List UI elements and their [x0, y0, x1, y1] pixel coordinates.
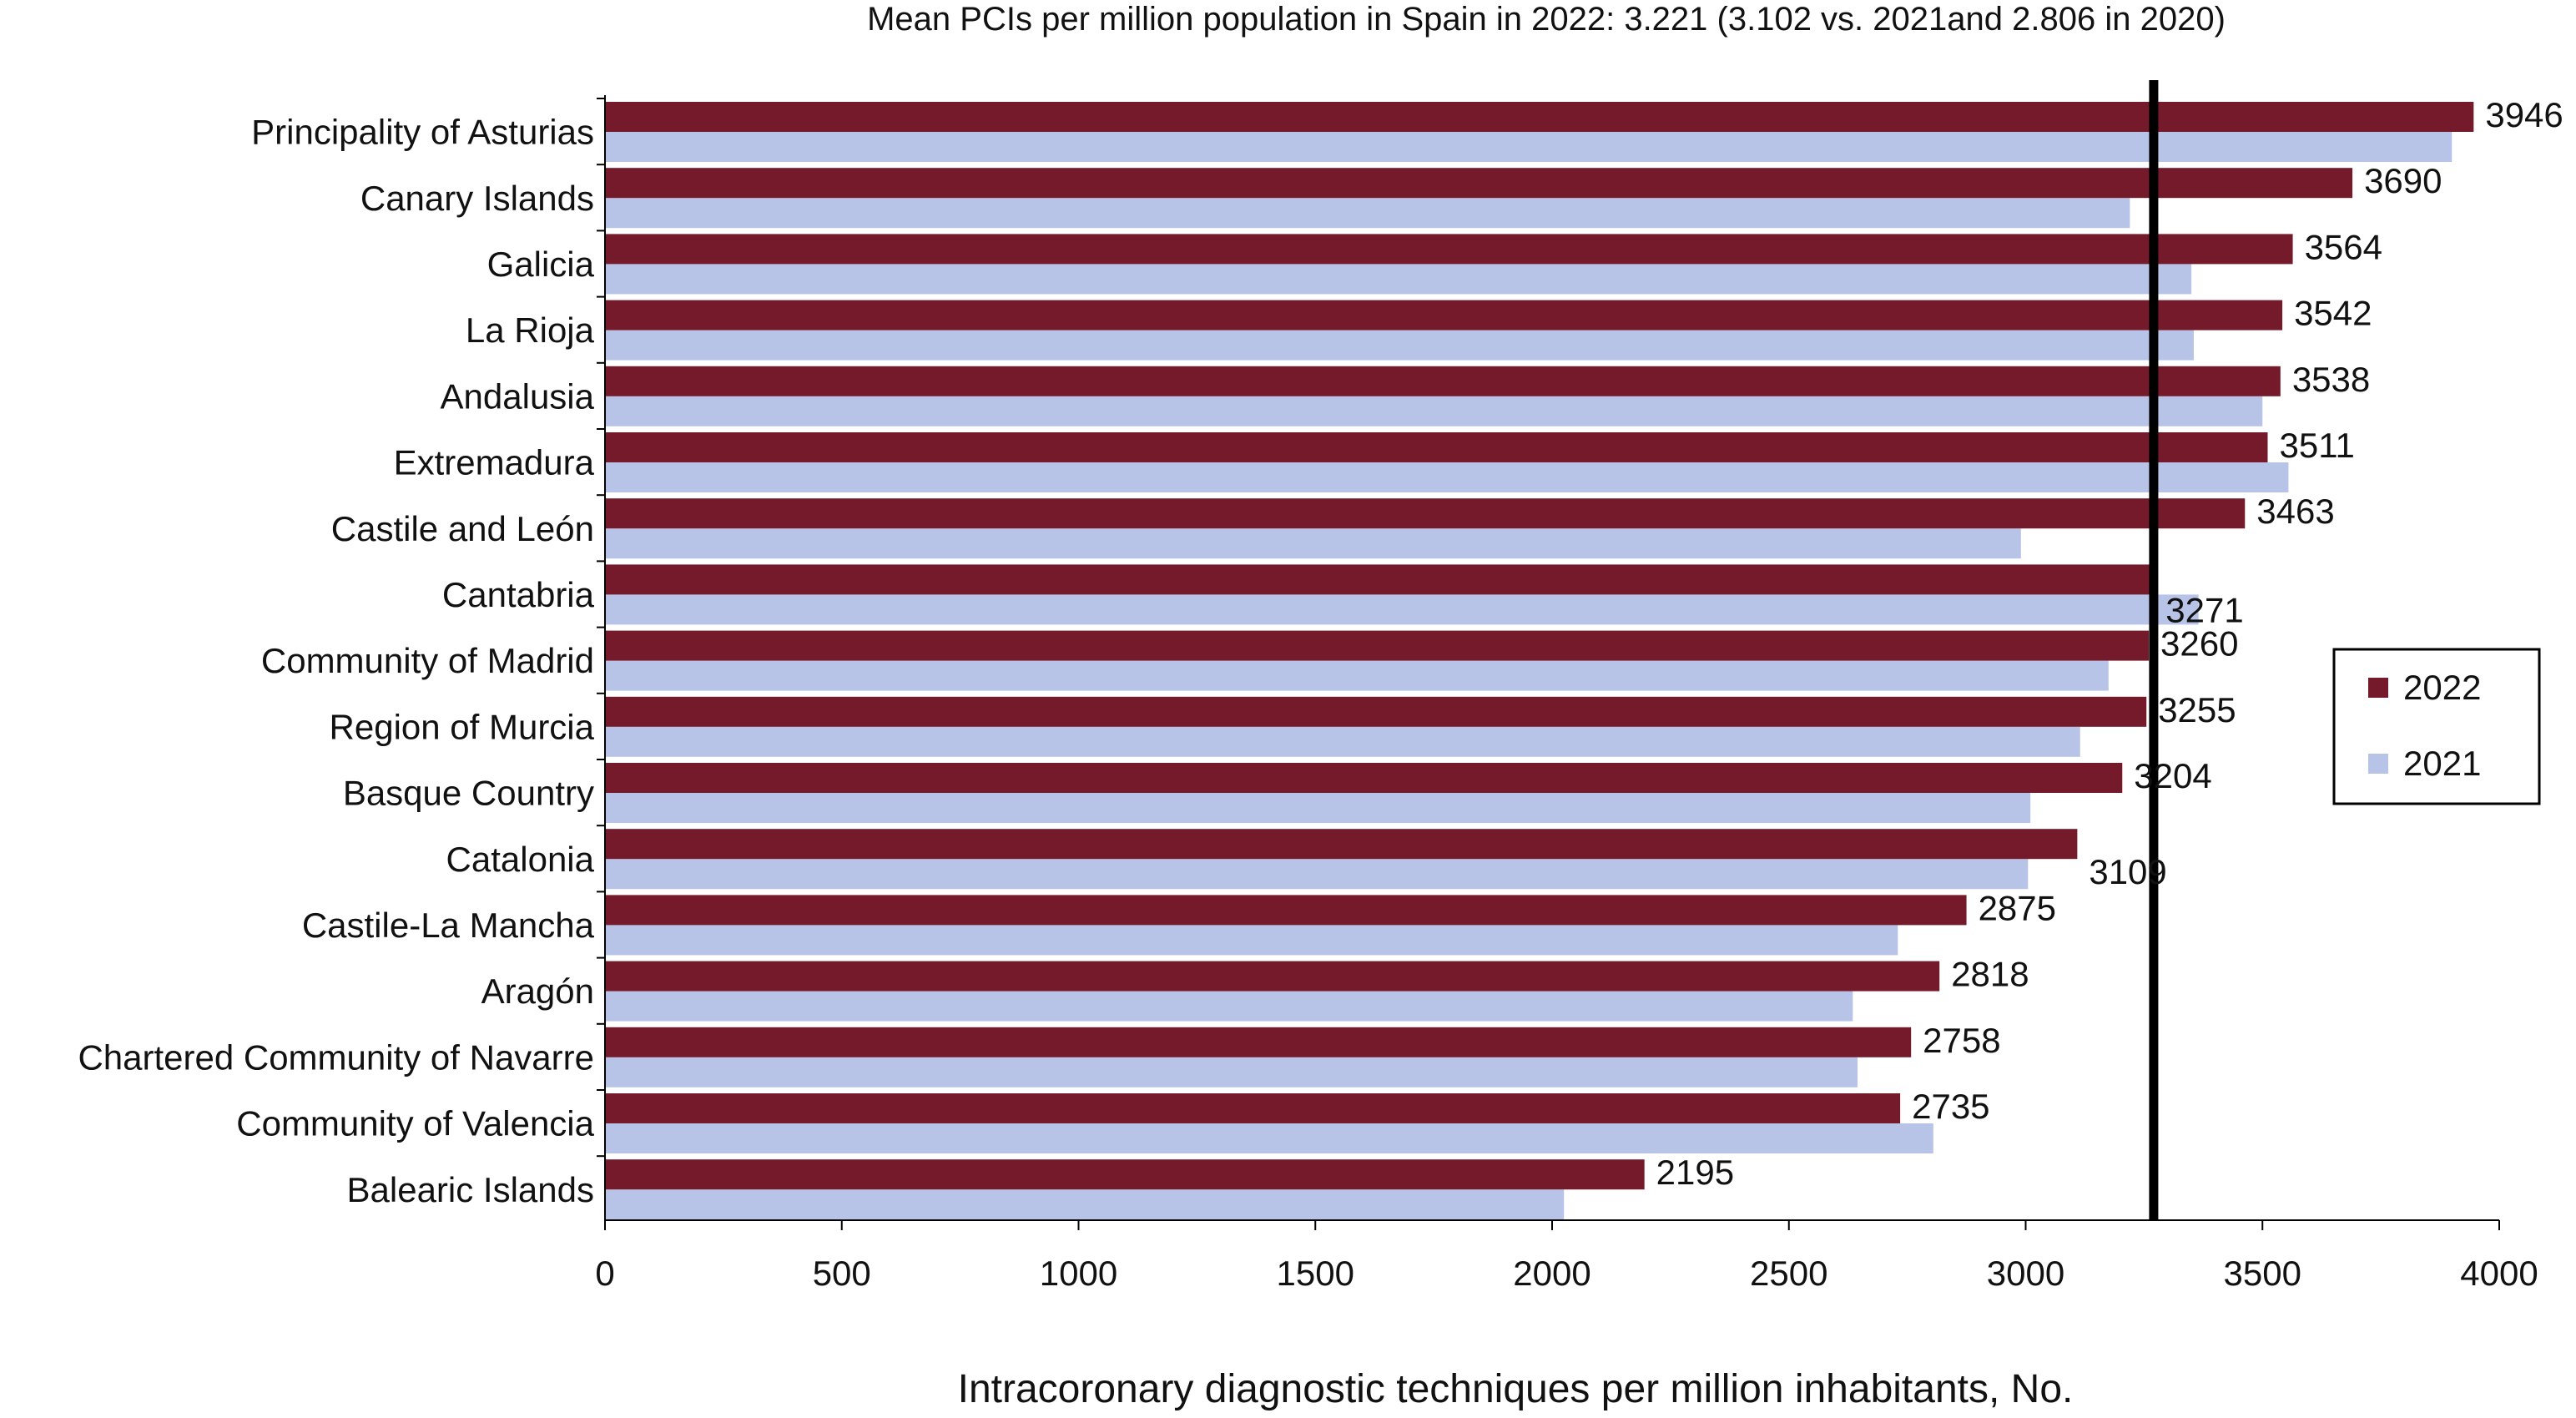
x-tick-label: 4000 [2460, 1254, 2538, 1293]
bar-2022 [605, 763, 2123, 793]
bar-2021 [605, 132, 2452, 162]
bar-2021 [605, 330, 2194, 361]
category-label: Catalonia [446, 840, 595, 879]
data-label: 2875 [1979, 888, 2056, 927]
legend-box [2332, 648, 2541, 805]
data-label: 2195 [1656, 1153, 1734, 1192]
bar-2022 [605, 829, 2078, 860]
x-tick-label: 2000 [1513, 1254, 1590, 1293]
data-label: 3260 [2160, 624, 2238, 664]
category-label: La Rioja [466, 310, 595, 350]
bar-2022 [605, 1159, 1645, 1190]
bar-2022 [605, 234, 2293, 265]
data-label: 3109 [2089, 852, 2166, 891]
category-label: Andalusia [441, 376, 595, 416]
bar-2021 [605, 1123, 1933, 1153]
category-label: Castile and León [331, 509, 594, 548]
category-label: Balearic Islands [347, 1170, 594, 1209]
bar-2022 [605, 366, 2281, 396]
data-label: 2758 [1923, 1021, 2000, 1060]
category-label: Aragón [481, 971, 594, 1011]
chart-title: Mean PCIs per million population in Spai… [867, 1, 2226, 38]
category-label: Extremadura [394, 443, 595, 482]
bar-2021 [605, 264, 2192, 295]
data-label: 3255 [2158, 690, 2236, 729]
data-label: 2735 [1912, 1087, 1989, 1126]
bar-2022 [605, 1093, 1901, 1123]
category-label: Cantabria [442, 575, 595, 614]
bar-2022 [605, 300, 2283, 331]
data-label: 3204 [2134, 756, 2211, 795]
bar-2022 [605, 895, 1967, 926]
bar-2021 [605, 462, 2289, 492]
labels: Principality of Asturias 3946 Canary Islan… [78, 95, 2563, 1209]
bar-2022 [605, 498, 2246, 529]
data-label: 3271 [2165, 590, 2243, 629]
axes: 0 500 1000 1500 2000 2500 3000 3500 4000 [595, 80, 2538, 1293]
x-tick-label: 2500 [1750, 1254, 1827, 1293]
bar-2021 [605, 1057, 1858, 1087]
bar-2021 [605, 793, 2031, 823]
data-label: 3690 [2364, 161, 2442, 200]
bar-2021 [605, 528, 2021, 559]
bars [605, 102, 2474, 1220]
x-tick-label: 500 [813, 1254, 871, 1293]
category-label: Castile-La Mancha [302, 906, 595, 945]
bar-2021 [605, 859, 2029, 890]
bar-2021 [605, 726, 2080, 757]
x-axis-label: Intracoronary diagnostic techniques per … [958, 1367, 2074, 1411]
data-label: 3946 [2485, 95, 2563, 134]
category-label: Basque Country [343, 774, 594, 813]
category-label: Community of Valencia [236, 1104, 594, 1143]
bar-2021 [605, 396, 2263, 426]
data-label: 2818 [1951, 955, 2029, 994]
category-label: Principality of Asturias [251, 113, 594, 152]
x-tick-label: 1500 [1277, 1254, 1354, 1293]
bar-2022 [605, 564, 2155, 595]
bar-2022 [605, 102, 2474, 132]
bar-2022 [605, 432, 2268, 462]
category-label: Galicia [487, 245, 595, 284]
bar-2021 [605, 660, 2109, 691]
legend-label-2021: 2021 [2403, 744, 2481, 783]
category-label: Community of Madrid [261, 641, 594, 680]
bar-2022 [605, 696, 2147, 727]
legend-swatch-2022 [2368, 678, 2388, 698]
category-label: Chartered Community of Navarre [78, 1037, 594, 1077]
x-tick-label: 3500 [2224, 1254, 2301, 1293]
bar-2022 [605, 630, 2150, 661]
legend-swatch-2021 [2368, 754, 2388, 774]
bar-2022 [605, 1027, 1912, 1057]
data-label: 3542 [2294, 294, 2372, 333]
legend-label-2022: 2022 [2403, 668, 2481, 707]
bar-2021 [605, 198, 2130, 229]
bar-2021 [605, 925, 1898, 956]
bar-2021 [605, 594, 2199, 625]
x-tick-label: 1000 [1040, 1254, 1117, 1293]
bar-2022 [605, 168, 2353, 199]
x-tick-label: 0 [595, 1254, 614, 1293]
legend: 2022 2021 [2332, 648, 2541, 805]
bar-2022 [605, 961, 1940, 992]
category-label: Canary Islands [360, 179, 594, 218]
bar-2021 [605, 1189, 1565, 1220]
x-tick-label: 3000 [1987, 1254, 2064, 1293]
data-label: 3564 [2305, 227, 2382, 266]
data-label: 3538 [2292, 360, 2370, 399]
category-label: Region of Murcia [330, 707, 595, 746]
bar-2021 [605, 991, 1853, 1022]
data-label: 3511 [2279, 426, 2354, 465]
data-label: 3463 [2256, 492, 2334, 531]
